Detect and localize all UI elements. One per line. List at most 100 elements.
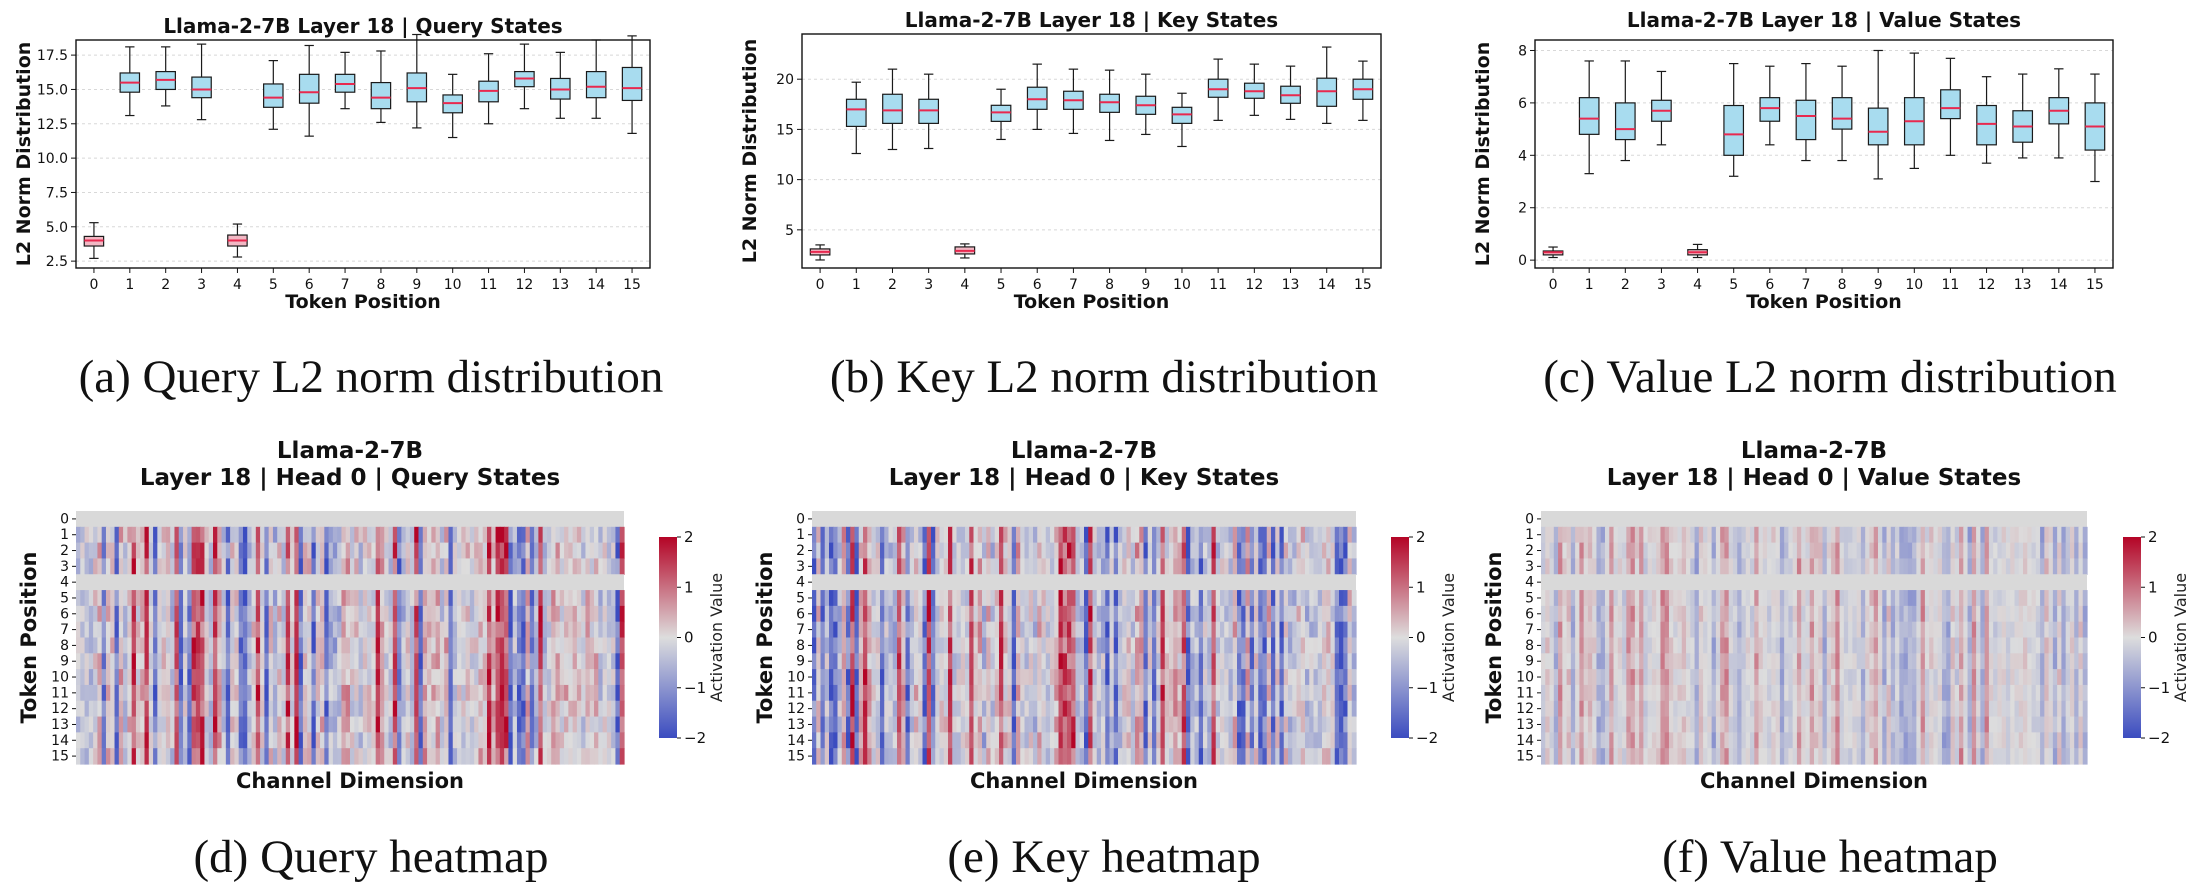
heatmap-cell xyxy=(1177,605,1183,623)
heatmap-cell xyxy=(178,716,184,733)
heatmap-cell xyxy=(1634,526,1640,544)
heatmap-cell xyxy=(1007,653,1013,670)
heatmap-cell xyxy=(1984,542,1990,560)
heatmap-cell xyxy=(1993,621,1999,639)
heatmap-cell xyxy=(858,590,864,607)
heatmap-cell xyxy=(1071,716,1077,733)
heatmap-cell xyxy=(1929,621,1935,639)
heatmap-cell xyxy=(345,732,351,749)
heatmap-cell xyxy=(1101,558,1106,575)
heatmap-cell xyxy=(170,605,176,623)
heatmap-cell xyxy=(1113,700,1119,718)
heatmap-cell xyxy=(1351,637,1357,654)
heatmap-cell xyxy=(1656,590,1662,607)
heatmap-cell xyxy=(999,684,1004,702)
heatmap-cell xyxy=(1156,669,1162,686)
heatmap-cell xyxy=(1232,653,1238,670)
heatmap-cell xyxy=(1317,590,1323,607)
heatmap-cell xyxy=(926,653,932,670)
heatmap-cell xyxy=(208,558,214,575)
heatmap-cell xyxy=(208,700,214,718)
heatmap-cell xyxy=(238,669,244,686)
heatmap-cell xyxy=(973,558,979,575)
heatmap-cell xyxy=(157,621,163,639)
heatmap-cell xyxy=(1818,621,1824,639)
heatmap-cell xyxy=(1139,637,1145,654)
heatmap-cell xyxy=(1950,605,1956,623)
heatmap-cell xyxy=(448,669,454,686)
box-0 xyxy=(809,244,831,261)
heatmap-cell xyxy=(264,637,270,654)
heatmap-cell xyxy=(375,542,381,560)
heatmap-cell xyxy=(367,558,373,575)
heatmap-cell xyxy=(585,653,591,670)
heatmap-cell xyxy=(93,716,99,733)
heatmap-cell xyxy=(474,526,480,544)
heatmap-cell xyxy=(829,700,834,718)
heatmap-cell xyxy=(187,684,193,702)
heatmap-cell xyxy=(1050,716,1055,733)
heatmap-cell xyxy=(1907,621,1913,639)
heatmap-cell xyxy=(397,716,402,733)
heatmap-cell xyxy=(255,542,261,560)
heatmap-cell xyxy=(1113,558,1119,575)
heatmap-cell xyxy=(1003,637,1009,654)
heatmap-cell xyxy=(444,590,450,607)
heatmap-cell xyxy=(858,732,864,749)
heatmap-cell xyxy=(178,637,184,654)
heatmap-cell xyxy=(960,748,966,765)
heatmap-cell xyxy=(191,542,197,560)
heatmap-cell xyxy=(576,700,582,718)
box-iqr xyxy=(263,83,284,108)
heatmap-cell xyxy=(1211,605,1217,623)
heatmap-cell xyxy=(328,669,334,686)
heatmap-cell xyxy=(1054,637,1060,654)
heatmap-cell xyxy=(824,558,830,575)
heatmap-cell xyxy=(80,732,86,749)
heatmap-cell xyxy=(191,653,197,670)
heatmap-cell xyxy=(1343,526,1349,544)
heatmap-cell xyxy=(469,653,475,670)
colorbar-tick-label: −2 xyxy=(684,729,706,747)
heatmap-cell xyxy=(1186,732,1191,749)
heatmap-cell xyxy=(1007,605,1013,623)
x-tick-label: 14 xyxy=(587,277,605,293)
heatmap-cell xyxy=(1292,653,1298,670)
heatmap-cell xyxy=(619,716,625,733)
heatmap-cell xyxy=(487,700,492,718)
heatmap-cell xyxy=(1553,605,1559,623)
heatmap-cell xyxy=(546,653,552,670)
heatmap-cell xyxy=(1088,684,1094,702)
heatmap-cell xyxy=(1169,716,1174,733)
heatmap-cell xyxy=(290,621,295,639)
heatmap-cell xyxy=(379,684,385,702)
heatmap-cell xyxy=(863,684,868,702)
heatmap-cell xyxy=(2065,605,2071,623)
heatmap-cell xyxy=(611,590,617,607)
heatmap-cell xyxy=(127,716,133,733)
heatmap-cell xyxy=(1245,590,1251,607)
heatmap-cell xyxy=(1041,700,1047,718)
heatmap-cell xyxy=(589,684,595,702)
heatmap-cell xyxy=(2044,526,2050,544)
colorbar-label: Activation Value xyxy=(1439,573,1458,702)
heatmap-cell xyxy=(926,669,932,686)
heatmap-cell xyxy=(1758,590,1764,607)
heatmap-cell xyxy=(444,684,450,702)
heatmap-cell xyxy=(1037,590,1043,607)
heatmap-cell xyxy=(977,558,983,575)
heatmap-cell xyxy=(508,716,514,733)
heatmap-cell xyxy=(499,653,505,670)
heatmap-cell xyxy=(1326,653,1332,670)
heatmap-cell xyxy=(105,716,111,733)
heatmap-cell xyxy=(1075,621,1081,639)
heatmap-cell xyxy=(1630,605,1636,623)
heatmap-cell xyxy=(1092,653,1098,670)
heatmap-cell xyxy=(619,590,625,607)
heatmap-cell xyxy=(1169,526,1174,544)
heatmap-cell xyxy=(324,542,330,560)
heatmap-cell xyxy=(191,684,197,702)
heatmap-cell xyxy=(1343,732,1349,749)
heatmap-cell xyxy=(392,653,398,670)
heatmap-cell xyxy=(914,653,919,670)
